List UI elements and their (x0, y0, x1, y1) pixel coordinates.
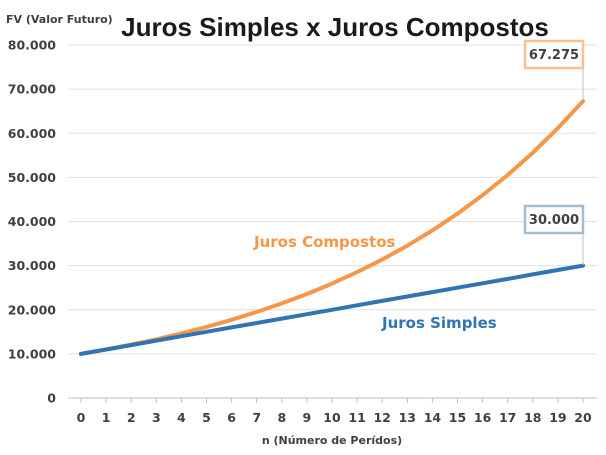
y-tick-label: 40.000 (8, 214, 57, 229)
series-line-juros-simples (79, 263, 585, 356)
series-lines (79, 99, 585, 356)
series-line-juros-compostos (79, 99, 585, 356)
y-tick-label: 80.000 (8, 38, 57, 53)
x-tick-label: 14 (424, 410, 442, 425)
y-axis-label: FV (Valor Futuro) (6, 13, 113, 26)
x-tick-label: 6 (227, 410, 236, 425)
y-tick-label: 10.000 (8, 346, 57, 361)
x-tick-label: 20 (574, 410, 592, 425)
x-tick-label: 5 (202, 410, 211, 425)
series-label-juros-simples: Juros Simples (381, 314, 497, 332)
x-tick-label: 13 (399, 410, 416, 425)
x-tick-label: 8 (277, 410, 286, 425)
x-tick-label: 2 (127, 410, 136, 425)
series-label-juros-compostos: Juros Compostos (253, 233, 396, 251)
x-axis-ticks: 0 1 2 3 4 5 6 7 8 9 10 11 12 13 14 15 16 17 18 19 20 (77, 398, 592, 425)
x-axis-label: n (Número de Perídos) (262, 434, 402, 447)
y-tick-label: 30.000 (8, 258, 57, 273)
y-tick-label: 70.000 (8, 82, 57, 97)
x-tick-label: 11 (348, 410, 365, 425)
x-tick-label: 17 (499, 410, 516, 425)
y-tick-label: 0 (47, 391, 56, 406)
x-tick-label: 19 (549, 410, 566, 425)
x-tick-label: 9 (303, 410, 312, 425)
x-tick-label: 7 (252, 410, 261, 425)
x-tick-label: 4 (177, 410, 186, 425)
callout-value-juros-simples: 30.000 (529, 213, 579, 228)
x-tick-label: 3 (152, 410, 161, 425)
x-tick-label: 1 (102, 410, 111, 425)
x-tick-label: 12 (373, 410, 390, 425)
x-tick-label: 10 (323, 410, 341, 425)
callout-juros-simples: 30.000 (523, 204, 585, 265)
y-tick-label: 20.000 (8, 302, 57, 317)
y-tick-label: 50.000 (8, 170, 57, 185)
x-tick-label: 15 (449, 410, 466, 425)
x-tick-label: 16 (474, 410, 492, 425)
gridlines (68, 44, 597, 399)
x-tick-label: 18 (524, 410, 541, 425)
callout-value-juros-compostos: 67.275 (529, 48, 579, 63)
chart-title: Juros Simples x Juros Compostos (121, 12, 549, 42)
x-tick-label: 0 (77, 410, 86, 425)
y-tick-label: 60.000 (8, 126, 57, 141)
y-axis-ticks: 0 10.000 20.000 30.000 40.000 50.000 60.000 70.… (8, 38, 57, 406)
callout-juros-compostos: 67.275 (523, 39, 585, 100)
